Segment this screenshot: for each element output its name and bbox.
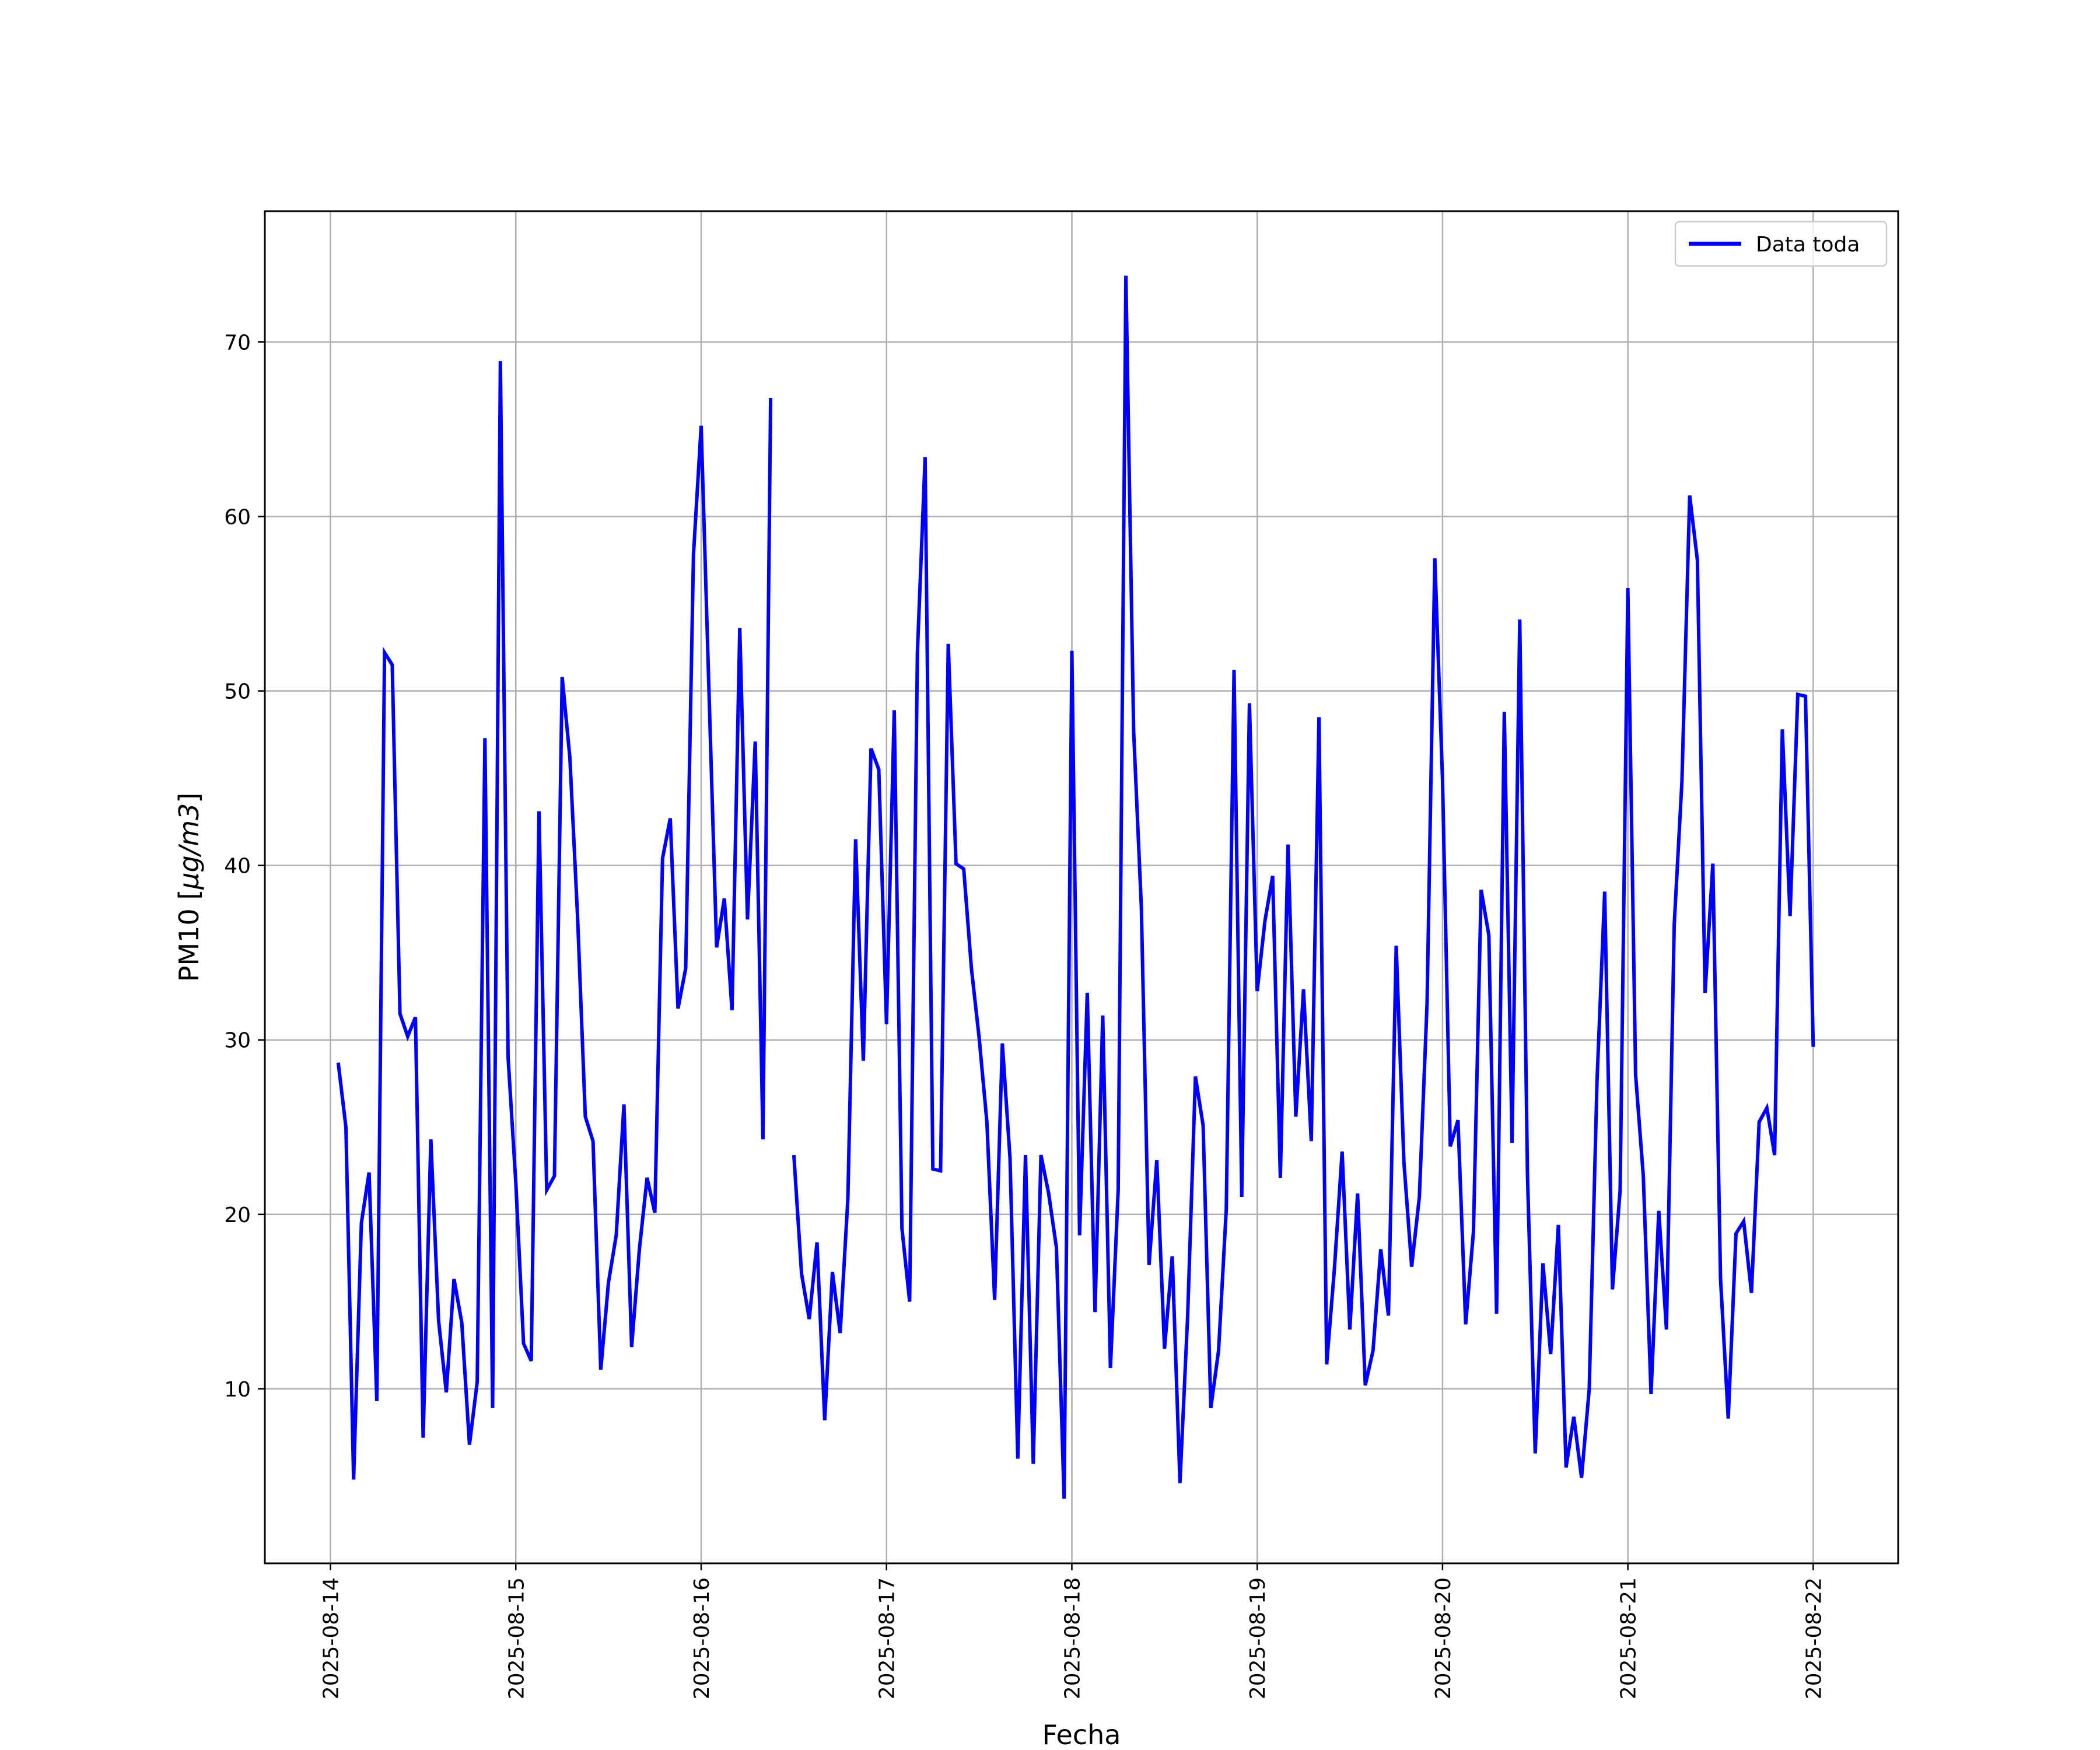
x-axis-label: Fecha [1042, 1719, 1121, 1750]
legend-box [1674, 220, 1888, 267]
legend: Data toda [1674, 220, 1888, 267]
x-tick-label: 2025-08-14 [320, 1577, 344, 1699]
x-tick-label: 2025-08-20 [1432, 1577, 1455, 1699]
x-tick-label: 2025-08-21 [1617, 1577, 1641, 1699]
y-tick-label: 70 [224, 331, 251, 355]
legend-label: Data toda [1756, 233, 1860, 257]
x-tick-label: 2025-08-18 [1060, 1577, 1084, 1699]
x-tick-label: 2025-08-16 [690, 1577, 714, 1699]
series-line [336, 361, 773, 1480]
y-axis-ticks: 10 20 30 40 50 60 70 [224, 331, 265, 1402]
y-tick-label: 10 [224, 1378, 251, 1402]
series-line [792, 275, 1815, 1499]
y-tick-label: 40 [224, 855, 251, 878]
x-tick-label: 2025-08-15 [505, 1577, 528, 1699]
y-tick-label: 30 [224, 1029, 251, 1053]
x-tick-label: 2025-08-22 [1802, 1577, 1826, 1699]
y-tick-label: 20 [224, 1203, 251, 1227]
series-layer [336, 275, 1815, 1499]
y-axis-label-unit: μg/m3 [173, 803, 205, 890]
y-axis-label-close: ] [173, 793, 205, 803]
x-axis-ticks: 2025-08-14 2025-08-15 2025-08-16 2025-08-17… [320, 1563, 1826, 1699]
x-tick-label: 2025-08-17 [876, 1577, 900, 1699]
y-axis-label: PM10 [μg/m3] [173, 793, 205, 982]
y-tick-label: 60 [224, 505, 251, 529]
y-tick-label: 50 [224, 680, 251, 704]
plot-frame [264, 210, 1899, 1564]
x-tick-label: 2025-08-19 [1246, 1577, 1270, 1699]
y-axis-label-main: PM10 [ [173, 890, 205, 982]
